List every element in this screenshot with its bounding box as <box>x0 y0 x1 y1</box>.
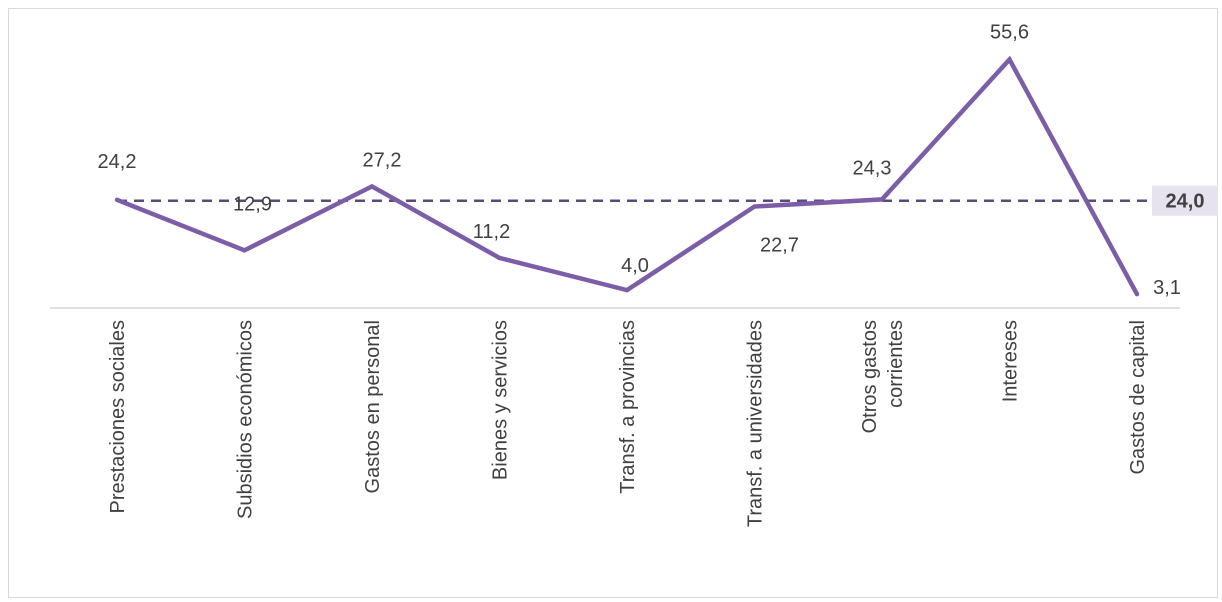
category-label-0: Prestaciones sociales <box>107 320 129 513</box>
data-point-2 <box>369 184 375 189</box>
category-label-5: Transf. a universidades <box>745 320 767 527</box>
data-point-7 <box>1007 57 1012 62</box>
data-label-3: 11,2 <box>473 221 510 243</box>
data-label-2: 27,2 <box>363 149 402 171</box>
average-label: 24,0 <box>1166 191 1205 213</box>
chart-frame <box>8 8 1218 598</box>
data-point-1 <box>242 248 247 253</box>
data-point-0 <box>114 197 120 203</box>
data-point-5 <box>752 204 757 209</box>
data-label-1: 12,9 <box>233 193 272 215</box>
data-point-6 <box>879 197 885 202</box>
category-label-3: Bienes y servicios <box>490 320 512 480</box>
category-label-6-1: corrientes <box>885 320 907 408</box>
data-label-7: 55,6 <box>990 21 1029 43</box>
category-label-4: Transf. a provincias <box>617 320 639 494</box>
data-label-6: 24,3 <box>853 157 892 179</box>
category-label-6-0: Otros gastos <box>859 320 881 433</box>
category-label-2: Gastos en personal <box>362 320 384 493</box>
data-point-8 <box>1134 291 1140 297</box>
data-point-3 <box>497 255 502 261</box>
data-label-0: 24,2 <box>98 151 137 173</box>
category-label-8: Gastos de capital <box>1127 320 1149 475</box>
data-label-4: 4,0 <box>621 255 649 277</box>
data-label-5: 22,7 <box>760 235 799 257</box>
data-label-8: 3,1 <box>1153 277 1181 299</box>
category-label-7: Intereses <box>1000 320 1022 402</box>
data-point-4 <box>624 287 630 293</box>
average-label-bg <box>1152 185 1218 216</box>
category-label-1: Subsidios económicos <box>235 320 257 519</box>
